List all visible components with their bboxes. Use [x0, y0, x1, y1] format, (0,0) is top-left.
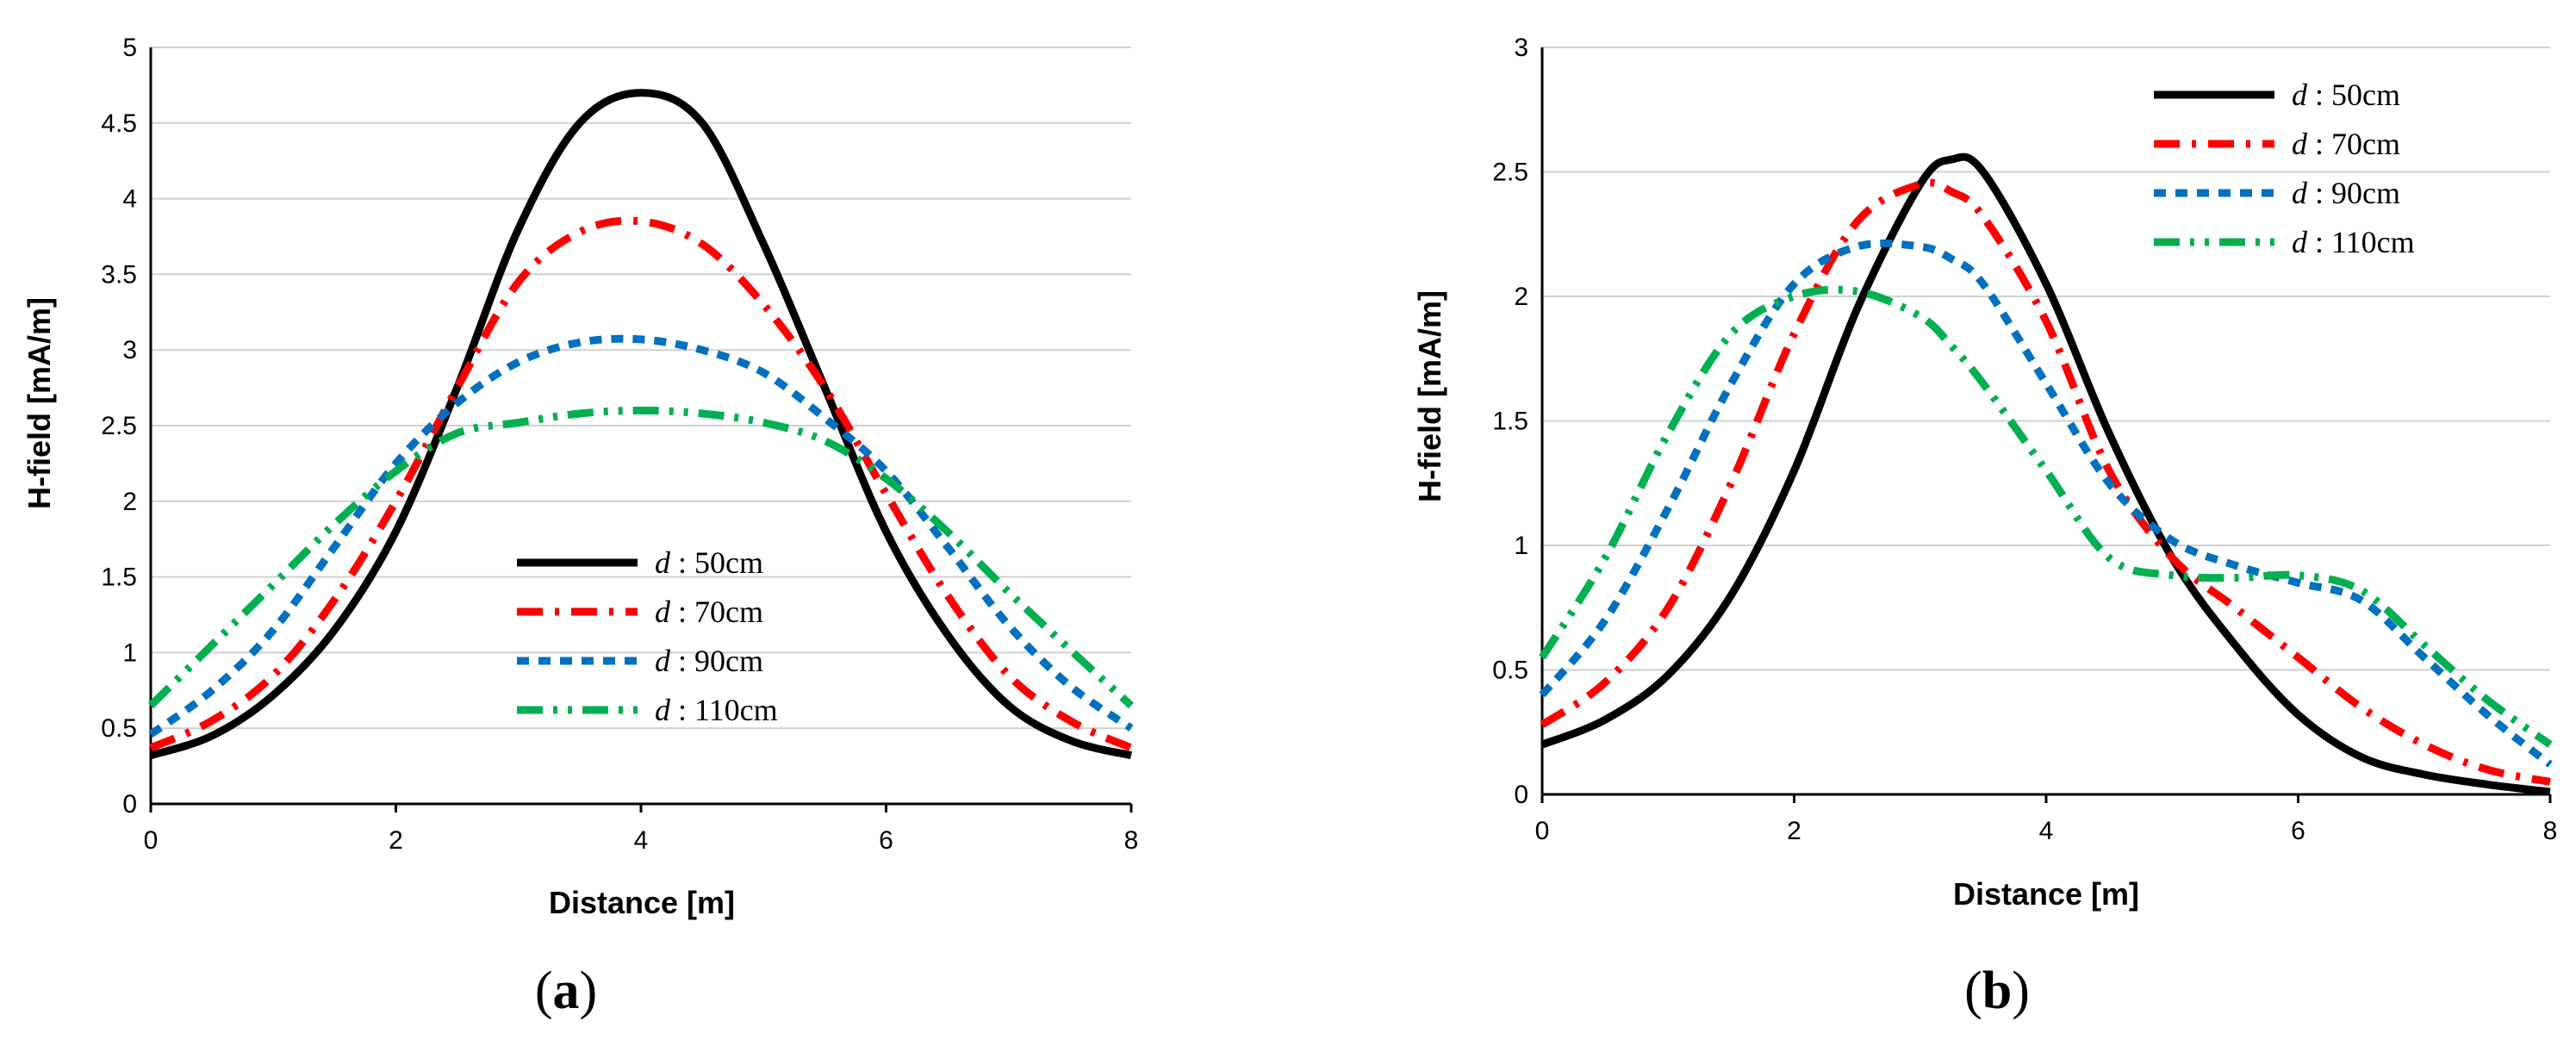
series-line-50cm [1540, 153, 2551, 796]
legend-item: d : 50cm [517, 545, 763, 580]
y-tick-labels: 0 0.5 1 1.5 2 2.5 3 [1492, 34, 1528, 809]
legend-item: d : 70cm [2154, 127, 2400, 161]
legend-variable: d [655, 644, 671, 678]
series-line-110cm [147, 406, 1135, 709]
legend-label: d : 50cm [2292, 78, 2400, 112]
legend-variable: d [2292, 78, 2308, 112]
legend-label: d : 90cm [2292, 176, 2400, 210]
y-tick-label: 3.5 [101, 260, 137, 289]
chart-panel-a: 0 0.5 1 1.5 2 2.5 3 3.5 4 4.5 5 0 2 4 6 8 H-field [mA/… [22, 34, 1138, 1020]
y-axis-label: H-field [mA/m] [1412, 290, 1447, 502]
legend-value: 90cm [2331, 176, 2400, 210]
x-tick-label: 6 [879, 826, 893, 855]
legend-separator: : [670, 644, 694, 678]
legend-label: d : 90cm [655, 644, 763, 678]
y-tick-label: 2 [122, 488, 137, 516]
y-tick-label: 2.5 [1492, 159, 1528, 187]
legend-label: d : 110cm [655, 693, 778, 727]
legend-item: d : 110cm [2154, 225, 2415, 259]
legend-variable: d [655, 595, 671, 629]
chart-panel-b: 0 0.5 1 1.5 2 2.5 3 0 2 4 6 8 H-field [mA/m] Dista… [1412, 34, 2557, 1020]
y-tick-label: 0 [122, 790, 137, 819]
x-tick-label: 6 [2291, 817, 2305, 845]
y-tick-label: 4.5 [101, 109, 137, 138]
panel-label: (a) [535, 962, 597, 1020]
series-line-90cm [148, 334, 1134, 738]
legend-separator: : [2307, 78, 2331, 112]
x-tick-label: 2 [1787, 817, 1801, 845]
series-line-110cm [1539, 285, 2553, 748]
legend-label: d : 50cm [655, 545, 763, 580]
x-tick-labels: 0 2 4 6 8 [1535, 817, 2558, 845]
legend-separator: : [2307, 127, 2331, 161]
series-line-70cm [1540, 178, 2551, 786]
x-tick-label: 8 [1124, 826, 1139, 855]
legend-variable: d [655, 545, 671, 580]
x-tick-label: 4 [634, 826, 649, 855]
y-tick-label: 1 [1514, 532, 1528, 560]
x-axis-label: Distance [m] [1953, 876, 2139, 912]
gridlines [1542, 47, 2550, 671]
legend-item: d : 50cm [2154, 78, 2400, 112]
y-tick-label: 0.5 [101, 714, 137, 743]
legend-variable: d [2292, 127, 2308, 161]
y-tick-label: 5 [122, 34, 137, 62]
legend-item: d : 90cm [517, 644, 763, 678]
legend-separator: : [2307, 176, 2331, 210]
legend-value: 110cm [2331, 225, 2415, 259]
legend-value: 110cm [694, 693, 778, 727]
legend-item: d : 110cm [517, 693, 778, 727]
y-tick-label: 1.5 [1492, 408, 1528, 436]
axes [149, 47, 1133, 813]
panel-letter: b [1982, 962, 2012, 1020]
x-tick-labels: 0 2 4 6 8 [144, 826, 1139, 855]
y-tick-label: 4 [122, 185, 137, 214]
y-tick-labels: 0 0.5 1 1.5 2 2.5 3 3.5 4 4.5 5 [101, 34, 137, 819]
y-tick-label: 2.5 [101, 412, 137, 440]
legend-value: 90cm [694, 644, 763, 678]
x-tick-label: 0 [1535, 817, 1550, 845]
axes [1540, 47, 2552, 803]
y-tick-label: 2 [1514, 283, 1528, 311]
y-axis-label: H-field [mA/m] [22, 297, 57, 509]
y-tick-label: 0.5 [1492, 657, 1528, 685]
legend-variable: d [2292, 176, 2308, 210]
series-line-90cm [1539, 239, 2553, 768]
series-line-50cm [149, 89, 1133, 760]
x-tick-label: 4 [2039, 817, 2054, 845]
y-tick-label: 0 [1514, 781, 1528, 809]
panel-label: (b) [1964, 962, 2030, 1020]
y-tick-label: 3 [122, 336, 137, 364]
y-tick-label: 1 [122, 638, 137, 667]
legend-variable: d [2292, 225, 2308, 259]
y-tick-label: 3 [1514, 34, 1528, 62]
legend-value: 50cm [2331, 78, 2400, 112]
panel-letter: a [553, 962, 580, 1020]
legend-label: d : 70cm [655, 595, 763, 629]
legend-separator: : [2307, 225, 2331, 259]
legend-item: d : 90cm [2154, 176, 2400, 210]
legend-value: 70cm [2331, 127, 2400, 161]
legend-separator: : [670, 545, 694, 580]
x-tick-label: 2 [389, 826, 403, 855]
series-lines [147, 89, 1135, 760]
legend-value: 50cm [694, 545, 763, 580]
series-lines [1539, 153, 2553, 796]
legend-separator: : [670, 693, 694, 727]
x-axis-label: Distance [m] [549, 885, 735, 920]
series-line-70cm [149, 216, 1133, 752]
legend-item: d : 70cm [517, 595, 763, 629]
legend-variable: d [655, 693, 671, 727]
legend-label: d : 70cm [2292, 127, 2400, 161]
gridlines [151, 47, 1131, 730]
legend-label: d : 110cm [2292, 225, 2415, 259]
x-tick-label: 8 [2543, 817, 2558, 845]
legend-separator: : [670, 595, 694, 629]
y-tick-label: 1.5 [101, 563, 137, 592]
x-tick-label: 0 [144, 826, 159, 855]
legend-value: 70cm [694, 595, 763, 629]
